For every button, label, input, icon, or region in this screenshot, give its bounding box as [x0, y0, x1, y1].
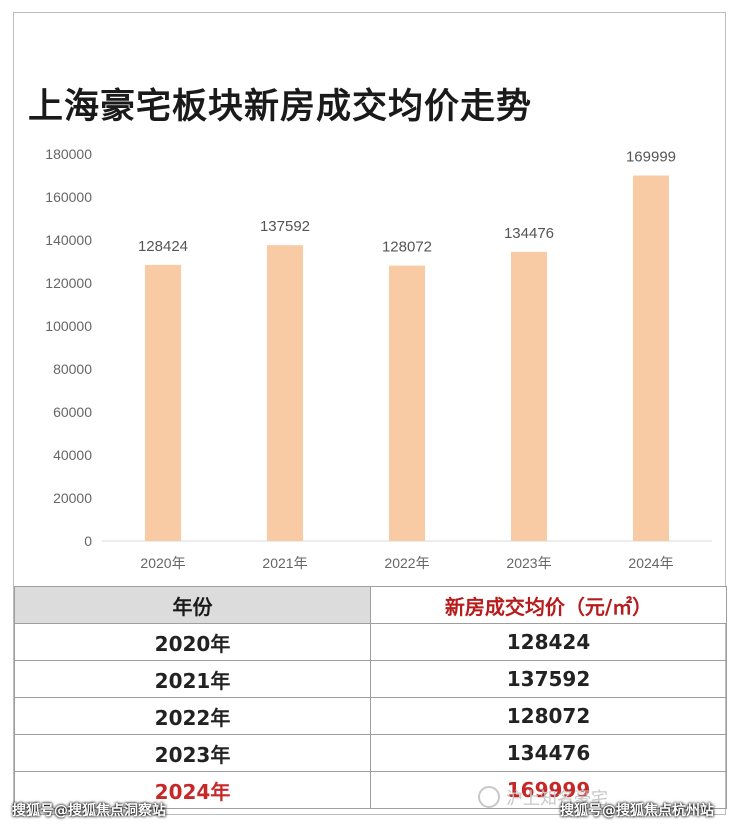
wechat-logo-icon [478, 785, 500, 808]
cell-price: 128072 [370, 697, 727, 735]
bar-value-label: 128424 [138, 238, 188, 255]
cell-year: 2023年 [14, 734, 371, 772]
cell-price: 134476 [370, 734, 727, 772]
x-tick-label: 2024年 [628, 555, 673, 571]
cell-year: 2021年 [14, 660, 371, 698]
y-tick-label: 140000 [45, 232, 92, 248]
watermark-middle-text: 沪上知名豪宅 [506, 789, 608, 809]
table-row: 2020年 128424 [14, 623, 727, 661]
y-tick-label: 180000 [45, 146, 92, 162]
bar [633, 175, 669, 542]
watermark-right: 搜狐号@搜狐焦点杭州站 [560, 803, 714, 819]
chart-title: 上海豪宅板块新房成交均价走势 [28, 87, 533, 127]
header-year: 年份 [14, 586, 371, 624]
cell-price: 169999 [370, 771, 727, 809]
y-tick-label: 60000 [53, 404, 92, 420]
table-row: 2021年 137592 [14, 660, 727, 698]
y-tick-label: 40000 [53, 447, 92, 463]
table-row: 2022年 128072 [14, 697, 727, 735]
x-tick-label: 2020年 [140, 555, 185, 571]
y-tick-label: 120000 [45, 275, 92, 291]
cell-price: 128424 [370, 623, 727, 661]
x-tick-label: 2023年 [506, 555, 551, 571]
bar-value-label: 134476 [504, 225, 554, 242]
y-axis: 0 20000 40000 60000 80000 100000 120000 140000 1… [45, 146, 92, 549]
cell-year: 2022年 [14, 697, 371, 735]
table-row-highlight: 2024年 169999 [14, 771, 727, 809]
header-price: 新房成交均价（元/㎡） [370, 586, 727, 624]
y-tick-label: 80000 [53, 361, 92, 377]
y-tick-label: 160000 [45, 189, 92, 205]
bars-group: 128424 137592 128072 134476 169999 [138, 149, 676, 542]
table-header-row: 年份 新房成交均价（元/㎡） [14, 586, 727, 624]
bar-value-label: 169999 [626, 149, 676, 166]
x-tick-label: 2022年 [384, 555, 429, 571]
bar-value-label: 128072 [382, 239, 432, 256]
cell-price: 137592 [370, 660, 727, 698]
bar [389, 265, 425, 541]
bar-chart: 0 20000 40000 60000 80000 100000 120000 140000 1… [45, 146, 712, 571]
y-tick-label: 20000 [53, 490, 92, 506]
bar [267, 245, 303, 542]
watermark-middle: 沪上知名豪宅 [478, 784, 608, 809]
bar-value-label: 137592 [260, 218, 310, 235]
table-row: 2023年 134476 [14, 734, 727, 772]
y-tick-label: 0 [84, 533, 92, 549]
y-tick-label: 100000 [45, 318, 92, 334]
cell-year: 2024年 [14, 771, 371, 809]
data-table: 年份 新房成交均价（元/㎡） 2020年 128424 2021年 137592… [14, 586, 727, 809]
cell-year: 2020年 [14, 623, 371, 661]
x-axis: 2020年 2021年 2022年 2023年 2024年 [140, 555, 673, 571]
bar [145, 264, 181, 541]
x-tick-label: 2021年 [262, 555, 307, 571]
bar [511, 251, 547, 542]
watermark-left: 搜狐号@搜狐焦点洞察站 [12, 803, 166, 819]
